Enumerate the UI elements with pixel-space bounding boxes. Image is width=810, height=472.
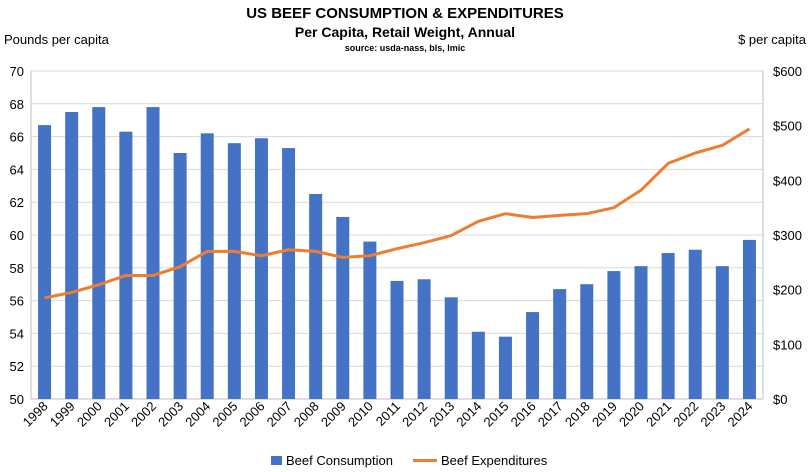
bar-beef-consumption [227,143,241,399]
x-tick-label: 1998 [20,399,51,430]
x-tick-label: 2007 [264,399,295,430]
left-tick-label: 56 [10,294,24,309]
bar-beef-consumption [715,266,729,399]
right-tick-label: $200 [773,283,802,298]
legend-label-expenditures: Beef Expenditures [441,453,548,468]
x-tick-label: 2008 [291,399,322,430]
bar-beef-consumption [336,216,350,399]
x-tick-label: 2014 [453,399,484,430]
bar-beef-consumption [65,112,79,399]
bar-beef-consumption [634,266,648,399]
bar-beef-consumption [282,148,296,399]
x-tick-label: 2020 [616,399,647,430]
left-tick-label: 70 [10,64,24,79]
x-tick-label: 2001 [101,399,132,430]
bar-beef-consumption [173,153,187,399]
bar-beef-consumption [119,131,133,399]
left-axis-label: Pounds per capita [4,32,109,47]
legend-label-consumption: Beef Consumption [286,453,393,468]
chart-title: US BEEF CONSUMPTION & EXPENDITURES [246,5,564,22]
x-tick-label: 2012 [399,399,430,430]
x-tick-label: 2021 [643,399,674,430]
x-tick-label: 2003 [155,399,186,430]
x-tick-label: 2015 [481,399,512,430]
bar-beef-consumption [200,133,214,399]
left-tick-label: 52 [10,359,24,374]
x-tick-label: 2004 [182,399,213,430]
left-tick-label: 66 [10,130,24,145]
left-tick-label: 62 [10,195,24,210]
x-tick-label: 2017 [535,399,566,430]
bar-beef-consumption [444,297,458,399]
bar-beef-consumption [661,253,675,399]
left-tick-label: 64 [10,162,24,177]
bar-beef-consumption [363,241,377,399]
x-tick-label: 2024 [725,399,756,430]
bar-beef-consumption [526,312,540,399]
bar-beef-consumption [471,331,485,399]
x-tick-label: 2000 [74,399,105,430]
x-tick-label: 2016 [508,399,539,430]
left-tick-label: 60 [10,228,24,243]
bar-beef-consumption [498,336,512,399]
x-tick-label: 1999 [47,399,78,430]
right-tick-label: $600 [773,64,802,79]
bar-beef-consumption [390,280,404,399]
bar-beef-consumption [38,125,52,400]
bar-beef-consumption [92,107,106,399]
x-tick-label: 2005 [209,399,240,430]
bar-beef-consumption [553,289,567,399]
x-tick-label: 2018 [562,399,593,430]
x-tick-label: 2022 [670,399,701,430]
right-tick-label: $500 [773,119,802,134]
right-tick-label: $100 [773,337,802,352]
right-axis-label: $ per capita [738,32,806,47]
x-tick-label: 2013 [426,399,457,430]
right-tick-label: $400 [773,173,802,188]
x-tick-label: 2011 [373,399,403,429]
x-tick-label: 2002 [128,399,159,430]
left-tick-label: 58 [10,261,24,276]
bar-beef-consumption [580,284,594,399]
x-tick-label: 2010 [345,399,376,430]
legend-swatch-consumption [271,456,282,465]
bar-beef-consumption [417,279,431,399]
bar-beef-consumption [688,249,702,399]
bar-beef-consumption [309,194,323,399]
bar-beef-consumption [254,138,268,400]
right-tick-label: $0 [773,392,787,407]
bar-beef-consumption [742,239,756,399]
chart-source: source: usda-nass, bls, lmic [344,43,466,53]
chart-subtitle: Per Capita, Retail Weight, Annual [294,24,516,40]
left-tick-label: 50 [10,392,24,407]
x-tick-label: 2006 [237,399,268,430]
x-tick-label: 2009 [318,399,349,430]
right-tick-label: $300 [773,228,802,243]
x-tick-label: 2019 [589,399,620,430]
bar-beef-consumption [607,271,621,399]
x-tick-label: 2023 [697,399,728,430]
bar-beef-consumption [146,107,160,399]
left-tick-label: 54 [10,326,24,341]
left-tick-label: 68 [10,97,24,112]
